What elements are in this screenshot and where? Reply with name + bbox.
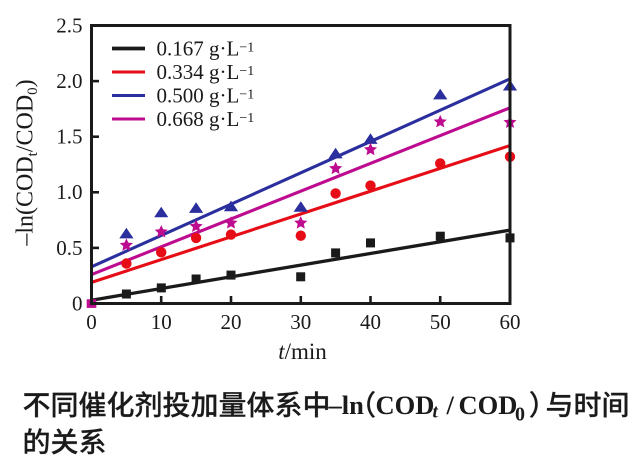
svg-text:COD: COD bbox=[376, 390, 435, 420]
svg-text:20: 20 bbox=[221, 310, 242, 334]
svg-text:COD: COD bbox=[459, 390, 518, 420]
svg-text:0.5: 0.5 bbox=[56, 236, 82, 260]
svg-text:0.500 g·L−1: 0.500 g·L−1 bbox=[157, 83, 255, 107]
svg-text:0: 0 bbox=[515, 404, 525, 426]
svg-text:2.0: 2.0 bbox=[56, 69, 82, 93]
svg-text:0.334 g·L−1: 0.334 g·L−1 bbox=[157, 60, 255, 84]
svg-text:60: 60 bbox=[500, 310, 521, 334]
svg-text:10: 10 bbox=[151, 310, 172, 334]
svg-text:0.668 g·L−1: 0.668 g·L−1 bbox=[157, 107, 255, 131]
svg-text:50: 50 bbox=[430, 310, 451, 334]
svg-text:–ln: –ln bbox=[328, 390, 365, 420]
svg-text:0: 0 bbox=[72, 291, 83, 315]
svg-text:40: 40 bbox=[360, 310, 381, 334]
svg-text:30: 30 bbox=[290, 310, 311, 334]
svg-text:1.5: 1.5 bbox=[56, 125, 82, 149]
svg-text:/: / bbox=[446, 390, 455, 420]
svg-text:t: t bbox=[433, 402, 439, 423]
svg-text:1.0: 1.0 bbox=[56, 180, 82, 204]
svg-text:0: 0 bbox=[86, 310, 97, 334]
svg-text:2.5: 2.5 bbox=[56, 13, 82, 37]
svg-text:0.167 g·L−1: 0.167 g·L−1 bbox=[157, 36, 255, 60]
svg-text:–ln(CODt/COD0): –ln(CODt/COD0) bbox=[13, 79, 42, 246]
svg-text:t/min: t/min bbox=[278, 339, 327, 364]
